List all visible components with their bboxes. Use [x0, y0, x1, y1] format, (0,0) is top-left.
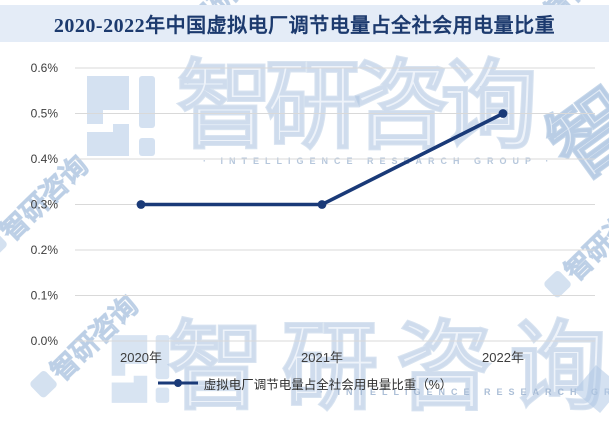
chart-page: { "title": "2020-2022年中国虚拟电厂调节电量占全社会用电量比…	[0, 0, 609, 400]
y-tick-label: 0.3%	[31, 198, 59, 212]
y-tick-label: 0.1%	[31, 289, 59, 303]
y-tick-label: 0.6%	[31, 61, 59, 75]
chart-title-banner: 2020-2022年中国虚拟电厂调节电量占全社会用电量比重	[0, 5, 609, 42]
data-point-marker	[317, 200, 327, 209]
y-tick-label: 0.4%	[31, 152, 59, 166]
data-point-marker	[136, 200, 146, 209]
y-tick-label: 0.2%	[31, 243, 59, 257]
line-chart: 0.0% 0.1% 0.2% 0.3% 0.4% 0.5% 0.6% 2020年 2021年 20…	[31, 61, 595, 365]
x-tick-label: 2021年	[301, 350, 343, 365]
legend-line-marker-icon	[157, 379, 198, 387]
y-tick-label: 0.0%	[31, 334, 59, 348]
y-tick-label: 0.5%	[31, 107, 59, 121]
chart-title: 2020-2022年中国虚拟电厂调节电量占全社会用电量比重	[53, 15, 556, 37]
x-tick-label: 2020年	[120, 350, 162, 365]
data-point-marker	[498, 109, 508, 118]
x-tick-label: 2022年	[482, 350, 524, 365]
legend-label: 虚拟电厂调节电量占全社会用电量比重（%）	[203, 377, 453, 392]
legend: 虚拟电厂调节电量占全社会用电量比重（%）	[0, 373, 609, 393]
